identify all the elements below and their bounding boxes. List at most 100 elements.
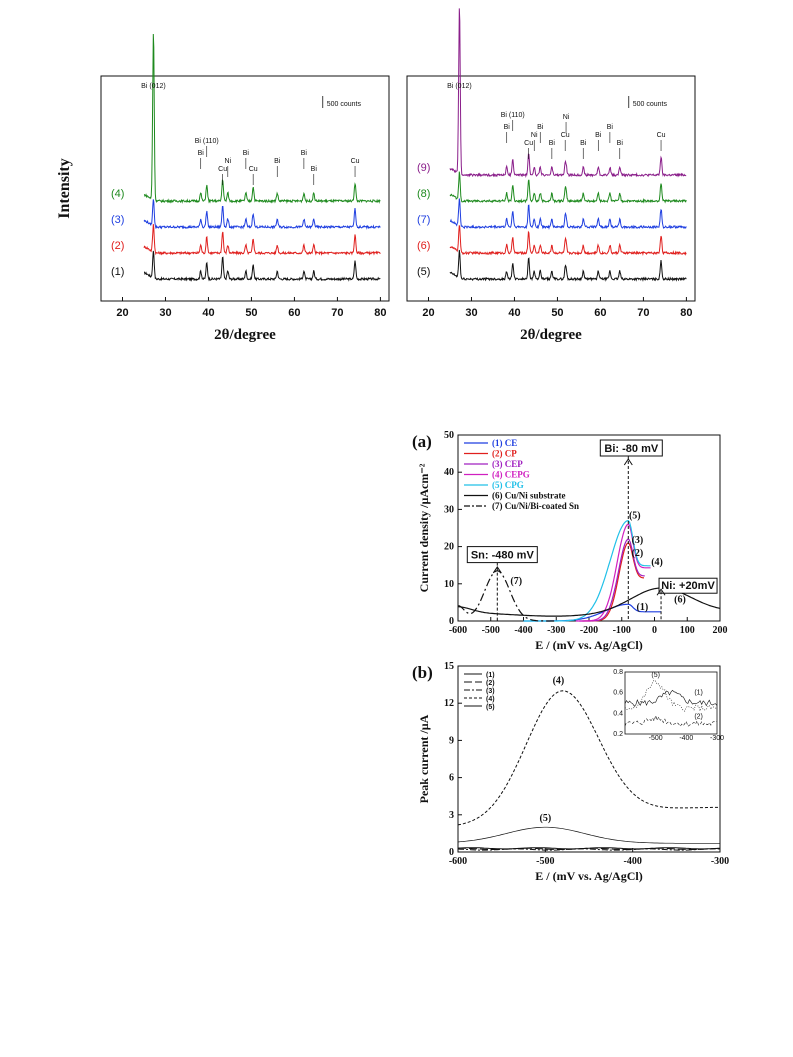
x-tick-label: 60 <box>594 307 606 319</box>
x-tick-label: -500 <box>482 625 500 636</box>
legend-entry: (2) CP <box>492 449 517 459</box>
y-tick-label: 15 <box>444 661 454 672</box>
xrd-right-chart: 20 30 40 50 60 70 80 2θ/degree 500 counts (5) (6) (… <box>406 8 696 343</box>
y-tick-label: 10 <box>444 579 454 590</box>
curve-label: (1) <box>636 602 648 613</box>
y-axis-label: Current density /µAcm⁻² <box>417 463 431 592</box>
peak-label: Bi <box>549 140 556 147</box>
curve-label: (3) <box>632 535 644 546</box>
curve-label: (7) <box>510 576 522 587</box>
legend-entry: (4) CEPG <box>492 470 530 480</box>
x-tick-label: 30 <box>159 307 171 319</box>
x-tick-label: 100 <box>680 625 695 636</box>
peak-label: Bi <box>311 166 318 173</box>
xrd-curve-7 <box>449 198 687 231</box>
plot-frame <box>100 75 390 302</box>
curve-3 <box>457 848 721 851</box>
peak-label: Bi (110) <box>501 112 525 119</box>
legend-entry: (1) <box>486 672 495 679</box>
annotation-ni: Ni: +20mV <box>661 580 715 592</box>
peak-label: Bi <box>607 124 614 131</box>
curve-5 <box>457 826 720 844</box>
peak-label: Ni <box>224 158 231 165</box>
plot-frame <box>457 665 721 853</box>
xrd-curve-6 <box>449 225 687 256</box>
x-axis-label: 2θ/degree <box>214 327 276 343</box>
y-tick-label: 40 <box>444 467 454 478</box>
peak-label: Bi <box>301 150 308 157</box>
legend-entry: (3) <box>486 688 495 695</box>
inset-x-tick: -500 <box>649 735 663 742</box>
y-axis-label: Intensity <box>56 158 73 218</box>
inset-y-tick: 0.8 <box>613 669 623 676</box>
xrd-curve-2 <box>143 224 381 257</box>
peak-label: Bi <box>617 140 624 147</box>
x-tick-label: 20 <box>422 307 434 319</box>
legend-entry: (3) CEP <box>492 459 523 469</box>
curve-label: (4) <box>111 188 124 200</box>
peak-label: Bi <box>504 124 511 131</box>
peak-label: Bi (110) <box>195 138 219 145</box>
y-tick-label: 9 <box>449 735 454 746</box>
panel-b-chart: (b) -600 -500 -400 -300 0 3 6 9 12 15 E / (mV vs. A… <box>412 661 729 883</box>
legend-entry: (2) <box>486 680 495 687</box>
x-tick-label: 50 <box>245 307 257 319</box>
x-tick-label: -500 <box>536 856 554 867</box>
inset-curve-2 <box>624 714 718 727</box>
inset-curve-1 <box>624 689 718 707</box>
inset-y-tick: 0.2 <box>613 731 623 738</box>
x-tick-label: -300 <box>711 856 729 867</box>
legend-entry: (4) <box>486 696 495 703</box>
panel-label: (b) <box>412 663 433 682</box>
peak-label: Cu <box>249 166 258 173</box>
y-tick-label: 20 <box>444 542 454 553</box>
annotation-sn: Sn: -480 mV <box>471 550 535 562</box>
y-tick-label: 30 <box>444 504 454 515</box>
y-tick-label: 50 <box>444 430 454 441</box>
curve-label: (1) <box>111 266 124 278</box>
inset-x-tick: -400 <box>679 735 693 742</box>
curve-4 <box>457 690 721 826</box>
curve-label: (5) <box>539 813 551 824</box>
xrd-curve-4 <box>143 33 381 205</box>
y-tick-label: 6 <box>449 773 454 784</box>
curve-label: (7) <box>417 214 430 226</box>
scale-bar-label: 500 counts <box>327 101 362 108</box>
legend-entry: (1) CE <box>492 438 517 448</box>
xrd-curve-8 <box>449 171 687 204</box>
annotation-box <box>599 439 663 457</box>
peak-label: Bi <box>198 150 205 157</box>
x-tick-label: 40 <box>202 307 214 319</box>
curve-label: (8) <box>417 188 430 200</box>
xrd-curve-9 <box>449 8 687 179</box>
x-tick-label: -400 <box>514 625 532 636</box>
xrd-curve-5 <box>449 249 687 282</box>
peak-label: Bi <box>243 150 250 157</box>
curve-label: (3) <box>111 214 124 226</box>
annotation-arrow <box>492 566 502 574</box>
y-tick-label: 3 <box>449 810 454 821</box>
x-tick-label: 70 <box>637 307 649 319</box>
x-tick-label: -100 <box>613 625 631 636</box>
curve-label: (5) <box>629 510 641 521</box>
peak-label: Cu <box>561 132 570 139</box>
curve-label: (6) <box>674 594 686 605</box>
legend-entry: (6) Cu/Ni substrate <box>492 491 566 501</box>
annotation-arrow <box>656 588 666 596</box>
annotation-arrow <box>623 458 633 466</box>
peak-label: Bi (012) <box>141 83 166 90</box>
peak-label: Bi <box>537 124 544 131</box>
xrd-left-chart: 20 30 40 50 60 70 80 2θ/degree Intensity 500 coun… <box>56 33 390 343</box>
inset-label: (5) <box>651 672 660 679</box>
x-tick-label: 60 <box>288 307 300 319</box>
y-tick-label: 12 <box>444 698 454 709</box>
inset-label: (2) <box>694 714 703 721</box>
legend-entry: (5) CPG <box>492 480 524 490</box>
x-tick-label: -400 <box>623 856 641 867</box>
curve-label: (4) <box>553 675 565 686</box>
panel-a-chart: (a) -600 -500 -400 -300 -200 -100 0 100 200 0 10 20 3… <box>412 430 728 652</box>
peak-label: Bi (012) <box>447 83 472 90</box>
peak-label: Bi <box>580 140 587 147</box>
curve-label: (2) <box>632 548 644 559</box>
annotation-box <box>466 546 538 564</box>
